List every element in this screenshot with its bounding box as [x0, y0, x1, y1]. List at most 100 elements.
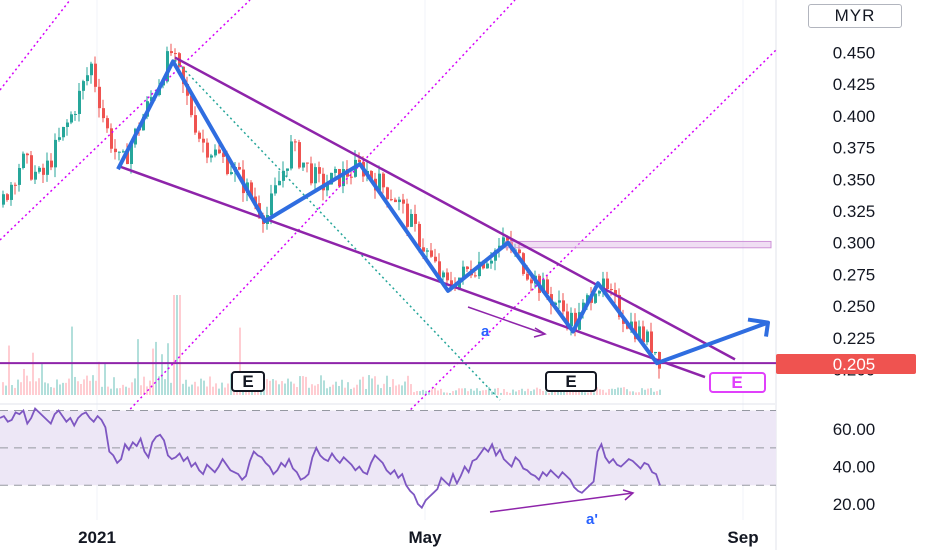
- price-tick-label: 0.325: [833, 202, 876, 221]
- candle-body: [294, 141, 297, 143]
- candle-body: [114, 148, 117, 153]
- candle-body: [18, 167, 21, 185]
- candle-body: [542, 279, 545, 293]
- volume-bar: [461, 388, 463, 395]
- volume-bar: [302, 376, 304, 395]
- candle-body: [638, 326, 641, 340]
- volume-bar: [350, 388, 352, 395]
- candle-body: [306, 162, 309, 164]
- volume-bar: [440, 388, 442, 395]
- volume-bar: [338, 385, 340, 395]
- volume-bar: [308, 387, 310, 395]
- pitchfork-line: [119, 0, 516, 421]
- candle-body: [518, 249, 521, 254]
- candle-body: [606, 278, 609, 290]
- candle-body: [194, 115, 197, 133]
- candle-body: [78, 90, 81, 114]
- volume-bar: [83, 379, 85, 395]
- price-tick-label: 0.400: [833, 107, 876, 126]
- svg-text:E: E: [731, 373, 742, 392]
- price-tick-label: 0.250: [833, 297, 876, 316]
- volume-bar: [653, 391, 655, 395]
- candle-body: [174, 53, 177, 55]
- candle-body: [106, 118, 109, 129]
- volume-bar: [197, 386, 199, 395]
- volume-bar: [491, 391, 493, 395]
- candle-body: [650, 331, 653, 354]
- volume-bar: [557, 389, 559, 395]
- volume-bar: [506, 391, 508, 395]
- volume-bar: [176, 295, 178, 395]
- volume-bar: [542, 390, 544, 395]
- candle-body: [370, 170, 373, 179]
- volume-bar: [179, 295, 181, 395]
- currency-button[interactable]: MYR: [808, 4, 902, 28]
- volume-bar: [518, 390, 520, 395]
- candle-body: [446, 272, 449, 281]
- volume-bar: [395, 385, 397, 395]
- volume-bar: [32, 352, 34, 395]
- candle-body: [22, 153, 25, 168]
- candle-body: [50, 160, 53, 168]
- volume-bar: [191, 384, 193, 395]
- volume-bar: [362, 376, 364, 395]
- volume-bar: [458, 388, 460, 395]
- candle-body: [10, 184, 13, 200]
- volume-bar: [152, 348, 154, 395]
- candle-body: [290, 141, 293, 169]
- volume-bar: [215, 383, 217, 395]
- candle-body: [14, 184, 17, 186]
- earnings-marker-1[interactable]: E: [231, 371, 265, 392]
- volume-bar: [26, 375, 28, 395]
- trend-arrowhead-a: [533, 327, 547, 338]
- volume-bar: [95, 380, 97, 395]
- volume-bar: [374, 376, 376, 395]
- candle-body: [6, 194, 9, 200]
- candle-body: [358, 159, 361, 163]
- rsi-pane[interactable]: [0, 407, 776, 513]
- candle-body: [462, 266, 465, 278]
- candle-body: [466, 266, 469, 270]
- volume-bar: [566, 389, 568, 395]
- candle-body: [54, 139, 57, 168]
- candles[interactable]: [2, 43, 661, 379]
- candle-body: [254, 196, 257, 204]
- earnings-marker-3[interactable]: E: [709, 372, 766, 393]
- volume-bar: [38, 378, 40, 395]
- volume-bar: [119, 388, 121, 395]
- volume-bar: [608, 389, 610, 395]
- x-tick-2021: 2021: [78, 528, 116, 547]
- volume-bar: [293, 383, 295, 395]
- candle-body: [58, 137, 61, 140]
- volume-bar: [614, 389, 616, 395]
- earnings-marker-2[interactable]: E: [545, 371, 597, 392]
- volume-bar: [539, 388, 541, 395]
- drawing-overlays[interactable]: [0, 0, 777, 421]
- volume-bar: [500, 392, 502, 395]
- volume-bar: [584, 392, 586, 395]
- price-tick-label: 0.425: [833, 75, 876, 94]
- volume-bar: [158, 376, 160, 395]
- volume-bar: [590, 389, 592, 395]
- candle-body: [430, 250, 433, 257]
- volume-bar: [11, 385, 13, 395]
- volume-bar: [65, 382, 67, 395]
- volume-bar: [578, 392, 580, 395]
- volume-bar: [485, 389, 487, 395]
- volume-bar: [554, 391, 556, 395]
- candle-body: [198, 132, 201, 139]
- price-axis[interactable]: 0.450 0.425 0.400 0.375 0.350 0.325 0.300 0.275…: [833, 44, 876, 515]
- volume-bar: [35, 381, 37, 395]
- volume-bar: [320, 375, 322, 395]
- volume-bar: [332, 384, 334, 395]
- svg-text:0.205: 0.205: [833, 355, 876, 374]
- volume-bar: [86, 375, 88, 395]
- volume-bar: [398, 384, 400, 395]
- volume-bar: [494, 388, 496, 395]
- volume-bar: [431, 389, 433, 395]
- volume-bar: [317, 384, 319, 395]
- volume-bar: [272, 379, 274, 395]
- candle-body: [190, 95, 193, 116]
- volume-bar: [497, 387, 499, 395]
